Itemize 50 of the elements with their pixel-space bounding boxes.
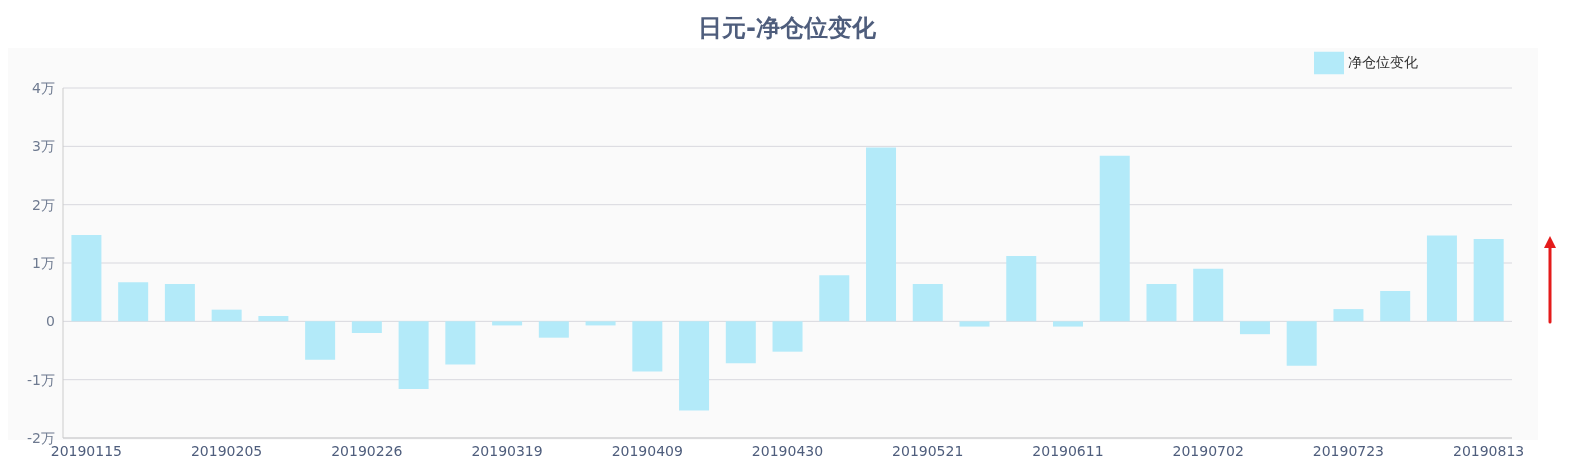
bar [585,321,616,326]
x-tick-label: 20190430 [751,442,824,459]
bar [538,321,569,338]
bar [1380,291,1411,322]
bar [1099,155,1130,322]
bar [398,321,429,389]
bar [632,321,663,372]
bar [1286,321,1317,366]
y-tick-label: 0 [46,313,55,330]
bar [211,309,242,322]
x-tick-label: 20190723 [1312,442,1385,459]
y-tick-label: 4万 [32,79,55,96]
bar [118,282,149,322]
bar [1239,321,1270,335]
bar [1333,309,1364,322]
bar [1473,239,1504,322]
legend-label: 净仓位变化 [1348,54,1418,70]
y-tick-label: 1万 [32,254,55,271]
x-tick-label: 20190521 [892,442,964,459]
x-tick-label: 20190319 [471,442,543,459]
bar [912,284,943,322]
bar [445,321,476,365]
y-tick-label: -2万 [27,429,55,446]
bar [71,235,102,322]
y-tick-label: -1万 [27,371,55,388]
bar [1193,268,1224,322]
bar [1146,284,1177,322]
bar [305,321,336,360]
y-tick-label: 3万 [32,138,55,155]
chart-title: 日元-净仓位变化 [697,13,877,44]
x-tick-label: 20190205 [190,442,263,459]
bar [866,147,897,322]
bar [258,316,289,322]
bar [679,321,710,411]
x-tick-label: 20190702 [1172,442,1244,459]
x-tick-label: 20190409 [611,442,683,459]
bar [351,321,382,333]
bar [819,275,850,322]
bar [1052,321,1083,327]
bar [1426,235,1457,322]
bar [725,321,756,364]
x-tick-label: 20190813 [1453,442,1525,459]
bar [492,321,523,326]
y-tick-label: 2万 [32,196,55,213]
x-tick-label: 20190226 [331,442,403,459]
bar [164,284,195,322]
bar [1006,256,1037,322]
bar [772,321,803,352]
bar [959,321,990,327]
x-tick-label: 20190611 [1032,442,1104,459]
